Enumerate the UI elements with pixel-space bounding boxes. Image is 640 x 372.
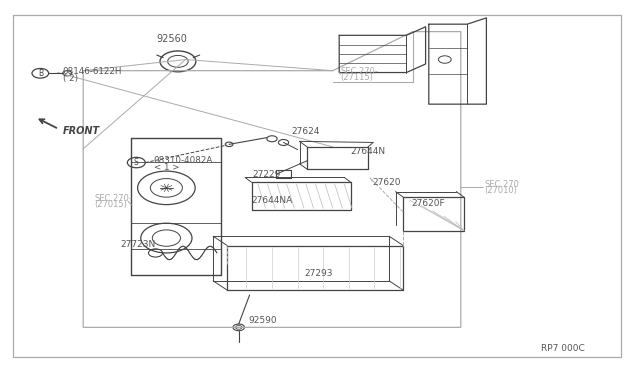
Text: 08310-4082A: 08310-4082A xyxy=(154,156,213,165)
Text: (27015): (27015) xyxy=(95,200,127,209)
Text: 27644NA: 27644NA xyxy=(252,196,292,205)
Text: 92590: 92590 xyxy=(248,316,277,325)
Text: SEC.270-: SEC.270- xyxy=(340,67,378,76)
Text: 27723N: 27723N xyxy=(120,240,156,249)
Text: ( 2): ( 2) xyxy=(63,74,78,83)
Text: FRONT: FRONT xyxy=(63,126,100,136)
Text: 27624: 27624 xyxy=(292,127,320,136)
Text: 27229: 27229 xyxy=(253,170,281,179)
Text: < 1 >: < 1 > xyxy=(154,163,179,172)
Text: 08146-6122H: 08146-6122H xyxy=(63,67,122,76)
Text: B: B xyxy=(38,69,43,78)
Text: RP7 000C: RP7 000C xyxy=(541,344,585,353)
Text: 27620: 27620 xyxy=(372,178,401,187)
Text: SEC.270: SEC.270 xyxy=(484,180,519,189)
Text: 27620F: 27620F xyxy=(412,199,445,208)
Text: S: S xyxy=(134,158,139,167)
Text: 27644N: 27644N xyxy=(350,147,385,156)
Text: (27115): (27115) xyxy=(340,73,373,82)
Text: 92560: 92560 xyxy=(156,34,187,44)
Text: 27293: 27293 xyxy=(304,269,333,278)
Text: (27010): (27010) xyxy=(484,186,517,195)
Text: SEC.270-: SEC.270- xyxy=(95,194,132,203)
